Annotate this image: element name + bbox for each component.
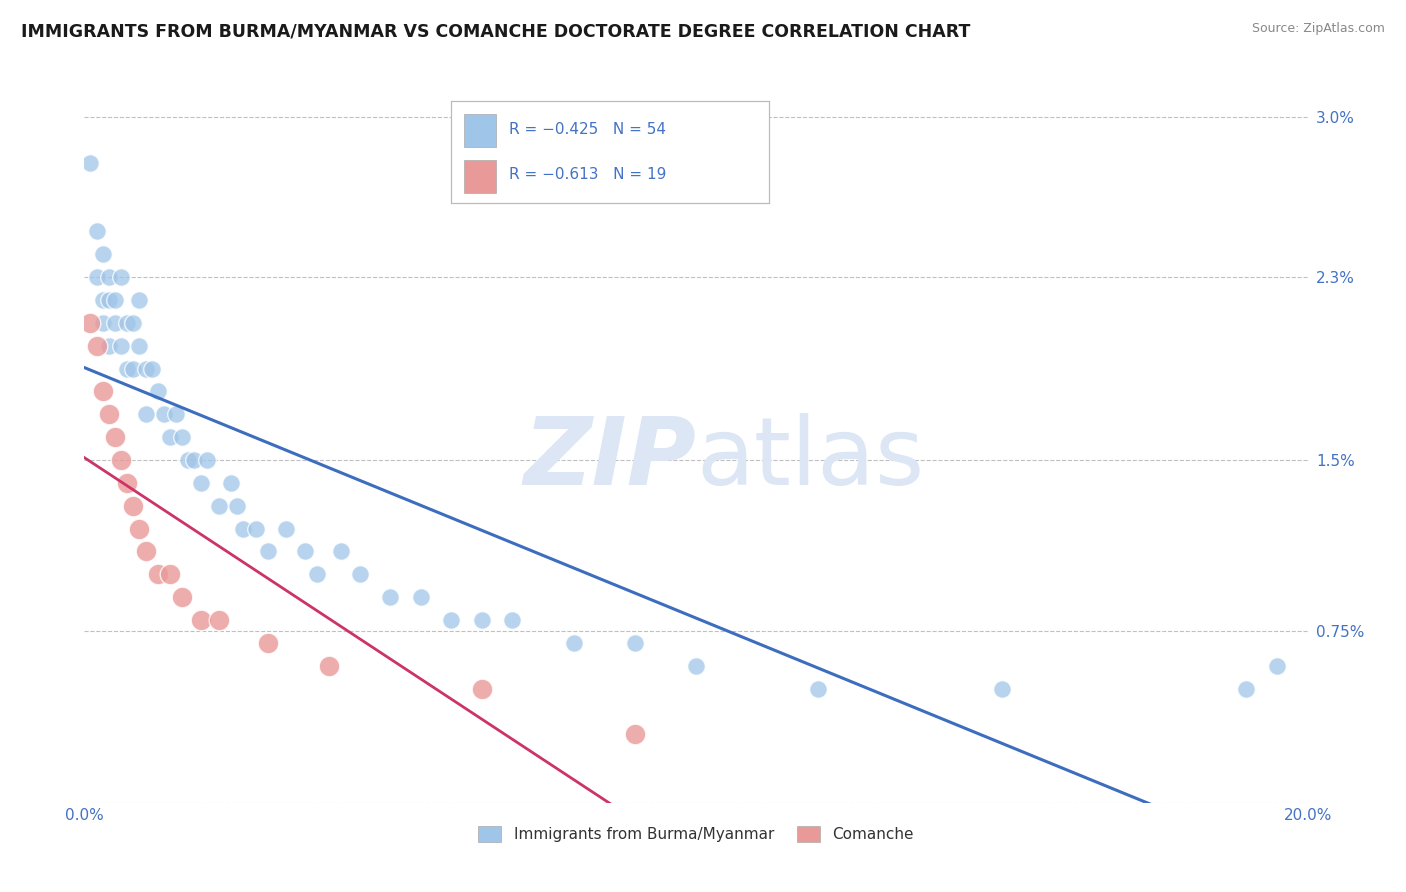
Point [349,567,371,582]
Point [135,407,157,421]
Point [502,613,524,627]
Text: ZIP: ZIP [523,413,696,505]
Point [79,156,101,170]
Point [79,316,101,330]
Point [190,475,212,490]
Point [440,613,463,627]
Point [195,453,218,467]
Point [115,475,138,490]
Point [128,521,150,535]
Point [86,270,108,285]
Point [97,293,120,307]
Point [685,658,707,673]
Point [141,361,163,376]
Point [91,293,114,307]
Point [146,567,169,582]
Point [135,361,157,376]
Point [146,384,169,399]
Point [276,521,298,535]
Point [219,475,242,490]
Point [991,681,1014,696]
Point [97,407,120,421]
Point [183,453,205,467]
Point [122,499,145,513]
Point [624,636,647,650]
Point [104,430,127,444]
Point [110,270,132,285]
Point [104,293,127,307]
Point [624,727,647,741]
Point [172,430,194,444]
Point [128,293,150,307]
Point [91,384,114,399]
Point [208,613,231,627]
Point [330,544,353,558]
Point [305,567,328,582]
Point [97,270,120,285]
Point [807,681,830,696]
Point [110,338,132,352]
Point [110,453,132,467]
Point [1236,681,1258,696]
Legend: Immigrants from Burma/Myanmar, Comanche: Immigrants from Burma/Myanmar, Comanche [471,819,921,850]
Point [232,521,254,535]
Point [409,590,432,604]
Point [380,590,402,604]
Point [257,544,280,558]
Text: IMMIGRANTS FROM BURMA/MYANMAR VS COMANCHE DOCTORATE DEGREE CORRELATION CHART: IMMIGRANTS FROM BURMA/MYANMAR VS COMANCH… [21,22,970,40]
Point [104,316,127,330]
Text: atlas: atlas [696,413,924,505]
Point [115,361,138,376]
Point [318,658,340,673]
Point [91,247,114,261]
Point [91,316,114,330]
Point [226,499,249,513]
Point [257,636,280,650]
Point [294,544,316,558]
Point [159,567,181,582]
Point [128,338,150,352]
Point [471,681,494,696]
Point [1265,658,1288,673]
Point [86,224,108,238]
Point [172,590,194,604]
Point [177,453,200,467]
Point [159,430,181,444]
Point [562,636,585,650]
Point [122,316,145,330]
Point [190,613,212,627]
Point [86,338,108,352]
Point [245,521,267,535]
Point [165,407,187,421]
Point [122,361,145,376]
Point [115,316,138,330]
Point [135,544,157,558]
Point [208,499,231,513]
Point [97,338,120,352]
Text: Source: ZipAtlas.com: Source: ZipAtlas.com [1251,22,1385,36]
Point [471,613,494,627]
Point [153,407,176,421]
